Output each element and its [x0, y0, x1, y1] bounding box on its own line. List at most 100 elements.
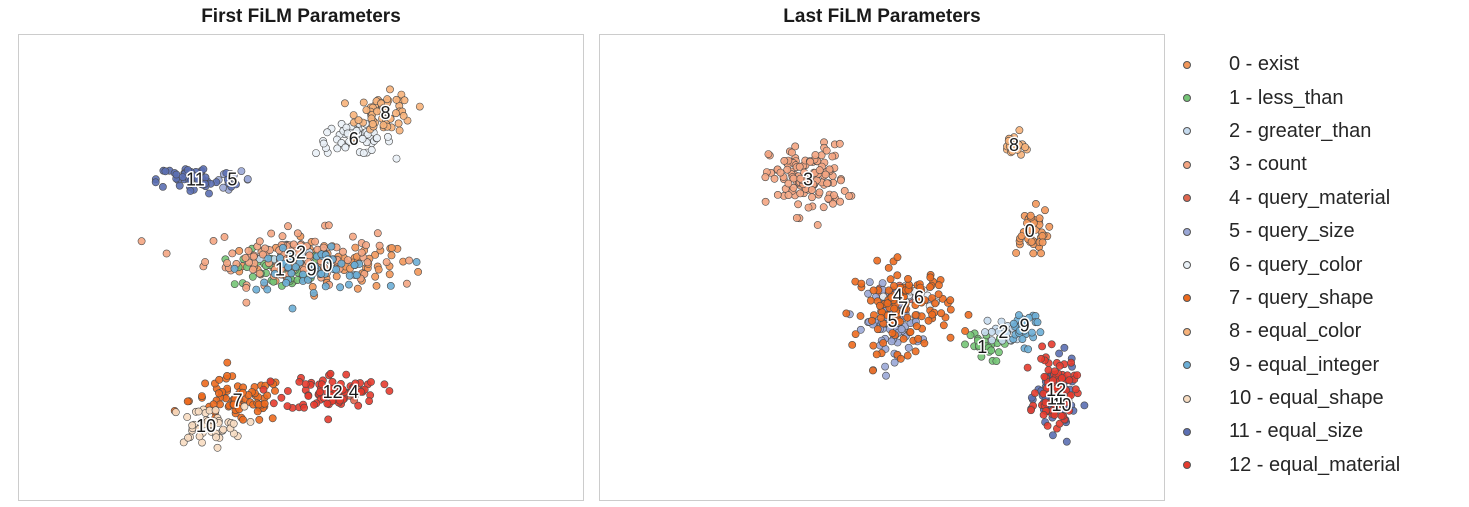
scatter-point [195, 424, 204, 433]
scatter-point [343, 129, 352, 138]
scatter-point [220, 233, 229, 241]
scatter-point [249, 265, 257, 274]
scatter-point [392, 109, 400, 118]
scatter-point [830, 191, 838, 200]
scatter-point [873, 325, 882, 334]
legend-item: 0 - exist [1175, 48, 1465, 81]
scatter-point [946, 333, 955, 342]
cluster-label: 6 [914, 288, 924, 308]
cluster-label: 7 [233, 391, 243, 411]
scatter-point [961, 327, 969, 335]
scatter-point [869, 286, 878, 295]
scatter-point [924, 316, 933, 325]
scatter-point [282, 278, 290, 287]
scatter-point [836, 197, 844, 206]
scatter-point [229, 400, 238, 409]
scatter-point [1027, 406, 1035, 415]
scatter-point [358, 135, 367, 143]
scatter-point [900, 305, 909, 314]
scatter-point [904, 343, 913, 352]
scatter-point [878, 279, 887, 287]
legend-item: 4 - query_material [1175, 182, 1465, 215]
legend-label: 11 - equal_size [1229, 420, 1364, 443]
scatter-point [992, 357, 1001, 365]
scatter-point [335, 396, 344, 405]
scatter-point [270, 269, 279, 278]
scatter-point [383, 95, 392, 104]
scatter-point [1037, 354, 1045, 363]
scatter-point [237, 167, 246, 175]
scatter-point [357, 248, 366, 257]
legend-marker [1183, 461, 1191, 470]
legend-item: 6 - query_color [1175, 248, 1465, 281]
scatter-point [309, 289, 318, 297]
scatter-point [1009, 319, 1018, 328]
scatter-point [877, 313, 885, 322]
scatter-point [229, 419, 238, 428]
scatter-point [835, 139, 844, 148]
scatter-point [987, 327, 996, 336]
scatter-point [1002, 329, 1011, 338]
scatter-point [276, 254, 284, 262]
scatter-point [1049, 376, 1057, 385]
legend-marker [1183, 261, 1191, 270]
scatter-point [1024, 345, 1032, 354]
scatter-point [883, 299, 892, 308]
scatter-point [912, 322, 921, 331]
scatter-point [151, 178, 160, 187]
scatter-point [851, 330, 860, 338]
scatter-point [392, 95, 401, 104]
legend-label: 10 - equal_shape [1229, 387, 1384, 410]
scatter-point [249, 252, 258, 261]
scatter-point [263, 391, 272, 400]
cluster-label: 6 [349, 129, 359, 149]
legend-item: 11 - equal_size [1175, 415, 1465, 448]
scatter-point [327, 391, 336, 400]
cluster-label: 12 [1046, 380, 1066, 400]
scatter-point [987, 346, 996, 355]
scatter-point [1060, 343, 1069, 352]
scatter-point [415, 102, 424, 111]
legend-item: 5 - query_size [1175, 215, 1465, 248]
scatter-point [784, 191, 793, 199]
scatter-point [1018, 335, 1027, 343]
scatter-point [223, 259, 231, 267]
cluster-label: 8 [1009, 135, 1019, 155]
scatter-point [405, 256, 413, 265]
scatter-point [920, 339, 929, 348]
scatter-point [761, 197, 770, 206]
scatter-point [258, 250, 267, 259]
scatter-point [310, 262, 319, 271]
scatter-point [352, 127, 361, 135]
scatter-point [183, 413, 192, 421]
scatter-point [359, 98, 368, 107]
legend-marker [1183, 227, 1191, 236]
scatter-point [319, 139, 328, 148]
scatter-point [212, 433, 220, 442]
cluster-label: 0 [322, 255, 332, 275]
cluster-label: 11 [1047, 388, 1066, 408]
scatter-point [395, 126, 404, 135]
scatter-point [386, 114, 395, 123]
legend-marker [1183, 327, 1191, 336]
scatter-point [883, 311, 892, 320]
scatter-point [350, 261, 359, 269]
scatter-point [808, 193, 816, 202]
scatter-point [375, 241, 384, 250]
scatter-point [840, 186, 849, 195]
scatter-point [161, 167, 170, 176]
scatter-point [362, 106, 371, 114]
scatter-point [1059, 391, 1068, 400]
scatter-point [319, 394, 328, 402]
scatter-point [301, 380, 310, 388]
scatter-point [287, 269, 296, 278]
scatter-point [379, 121, 388, 129]
scatter-point [400, 96, 409, 105]
scatter-point [937, 309, 946, 318]
scatter-point [897, 325, 906, 334]
scatter-point [392, 154, 401, 163]
scatter-point [1039, 389, 1048, 398]
scatter-point [926, 273, 935, 282]
scatter-point [363, 258, 372, 267]
